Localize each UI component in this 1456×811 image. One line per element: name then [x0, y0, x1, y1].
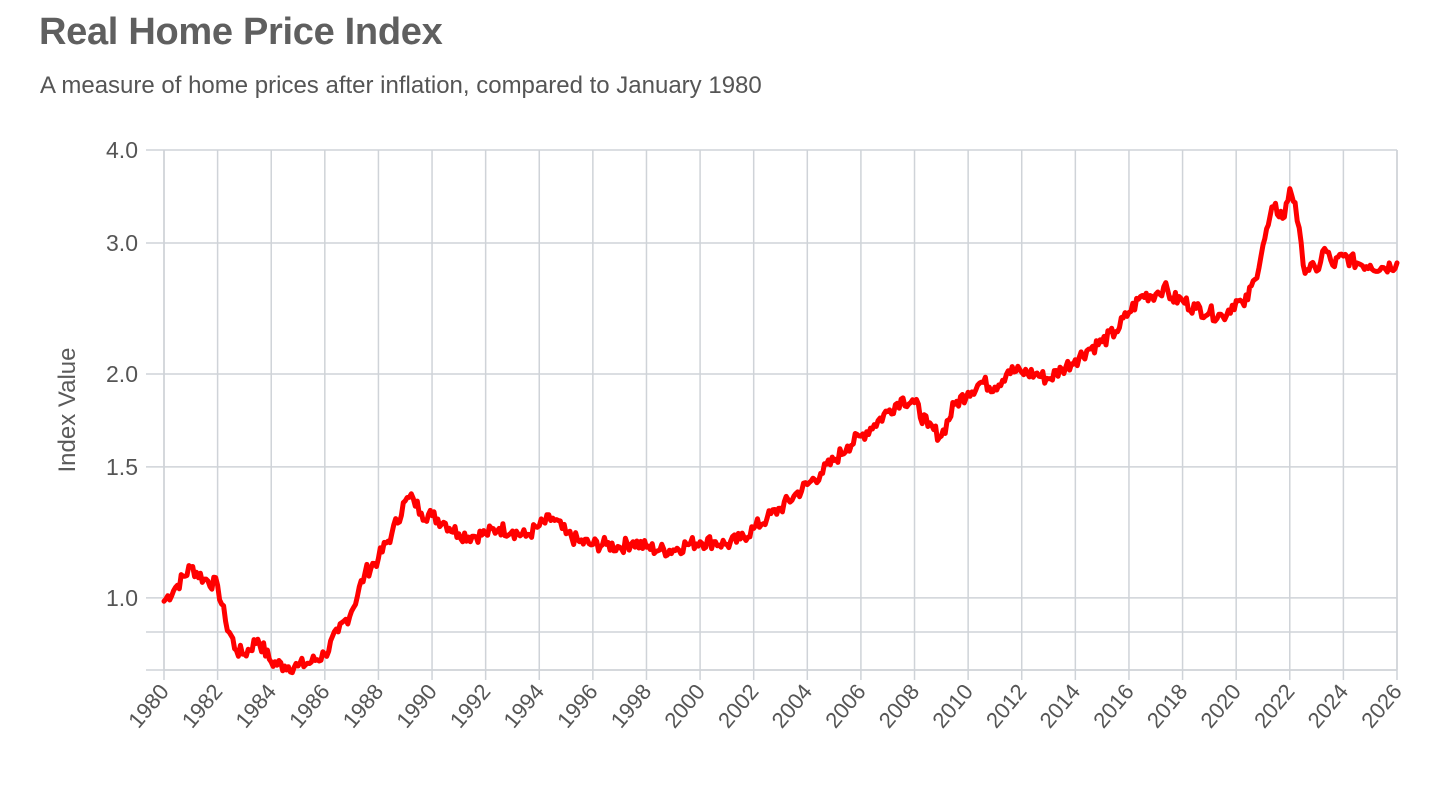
- x-tick-label-1988: 1988: [338, 679, 389, 733]
- x-tick-label-1980: 1980: [123, 679, 174, 733]
- x-tick-label-1982: 1982: [177, 679, 228, 733]
- series-line-path: [161, 186, 1400, 676]
- x-tick-label-2008: 2008: [874, 679, 925, 733]
- x-tick-label-2018: 2018: [1142, 679, 1193, 733]
- x-tick-label-2006: 2006: [820, 679, 871, 733]
- y-tick-label-1.0: 1.0: [106, 585, 138, 611]
- gridlines: [146, 149, 1398, 680]
- x-tick-label-2014: 2014: [1035, 679, 1086, 733]
- x-tick-label-1996: 1996: [552, 679, 603, 733]
- y-tick-label-3.0: 3.0: [106, 230, 138, 256]
- x-tick-label-2012: 2012: [981, 679, 1032, 733]
- x-tick-label-2000: 2000: [659, 679, 710, 733]
- x-tick-label-2002: 2002: [713, 679, 764, 733]
- x-tick-label-2016: 2016: [1088, 679, 1139, 733]
- x-tick-label-2022: 2022: [1249, 679, 1300, 733]
- series-line: [161, 186, 1400, 676]
- y-tick-label-4.0: 4.0: [106, 137, 138, 163]
- x-tick-label-2020: 2020: [1195, 679, 1246, 733]
- x-tick-label-2024: 2024: [1303, 679, 1354, 733]
- x-tick-label-1994: 1994: [498, 679, 549, 733]
- y-tick-label-2.0: 2.0: [106, 361, 138, 387]
- x-tick-label-1984: 1984: [230, 679, 281, 733]
- y-axis-label: Index Value: [54, 348, 81, 473]
- y-tick-label-1.5: 1.5: [106, 454, 138, 480]
- x-tick-label-1998: 1998: [606, 679, 657, 733]
- chart-title: Real Home Price Index: [39, 11, 443, 53]
- x-tick-label-2026: 2026: [1356, 679, 1407, 733]
- x-tick-label-2010: 2010: [927, 679, 978, 733]
- axes: 1980 1982 1984 1986 1988 1990 1992 1994 1996 1998…: [106, 137, 1407, 733]
- x-tick-label-1992: 1992: [445, 679, 496, 733]
- x-tick-label-1986: 1986: [284, 679, 335, 733]
- x-tick-label-2004: 2004: [767, 679, 818, 733]
- chart-subtitle: A measure of home prices after inflation…: [40, 72, 762, 99]
- x-tick-label-1990: 1990: [391, 679, 442, 733]
